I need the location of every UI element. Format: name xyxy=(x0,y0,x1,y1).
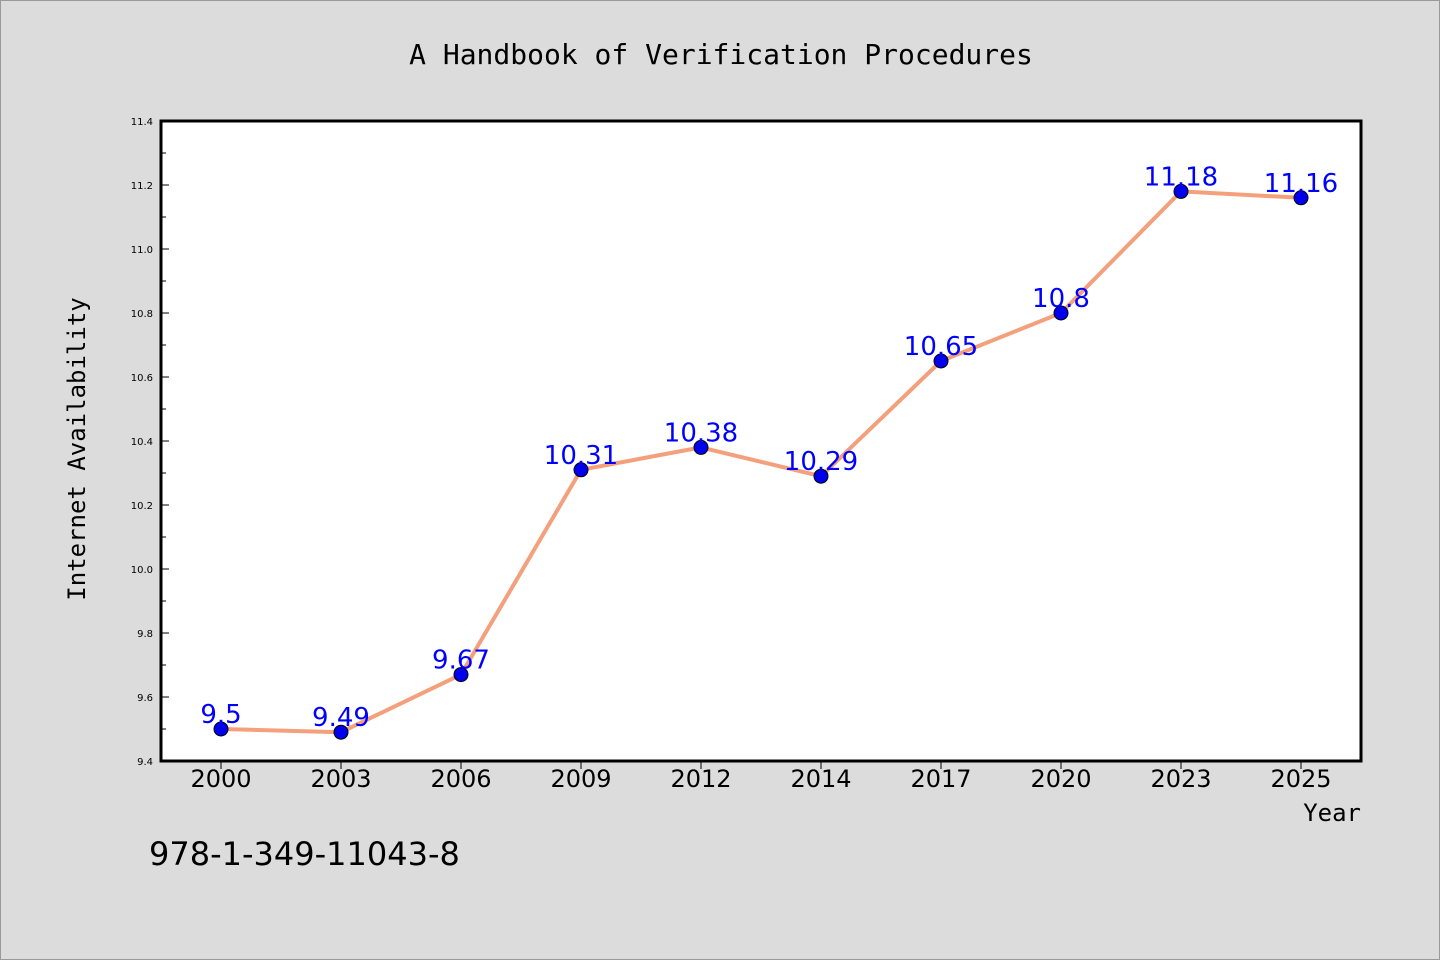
data-label: 11.18 xyxy=(1144,162,1218,192)
data-point xyxy=(693,439,709,455)
y-axis-label: Internet Availability xyxy=(63,297,91,600)
x-tick-label: 2020 xyxy=(1030,765,1091,793)
x-tick-label: 2023 xyxy=(1150,765,1211,793)
data-label: 10.8 xyxy=(1032,284,1090,314)
y-tick-label: 9.6 xyxy=(137,693,153,704)
data-point xyxy=(1173,183,1189,199)
isbn-text: 978-1-349-11043-8 xyxy=(149,835,460,873)
x-tick-label: 2012 xyxy=(670,765,731,793)
series-points-group xyxy=(213,183,1309,740)
data-point xyxy=(1293,190,1309,206)
x-tick-label: 2003 xyxy=(310,765,371,793)
x-tick-label: 2014 xyxy=(790,765,851,793)
data-label: 10.29 xyxy=(784,447,858,477)
x-axis-label: Year xyxy=(1303,799,1361,827)
x-axis: 2000 2003 2006 2009 2012 2014 2017 2020 2023 2025 xyxy=(190,761,1332,793)
x-tick-label: 2009 xyxy=(550,765,611,793)
x-tick-label: 2006 xyxy=(430,765,491,793)
y-tick-label: 11.4 xyxy=(131,117,153,128)
data-labels-group: 9.5 9.49 9.67 10.31 10.38 10.29 10.65 10.8 11.18… xyxy=(200,162,1338,733)
x-tick-label: 2025 xyxy=(1270,765,1331,793)
data-point xyxy=(933,353,949,369)
y-tick-label: 9.8 xyxy=(137,629,153,640)
plot-area xyxy=(159,119,1363,763)
y-axis: 9.4 9.6 9.8 10.0 10.2 10.4 10.6 10.8 11.0 11.2 11.… xyxy=(131,117,169,768)
y-tick-label: 10.8 xyxy=(131,309,153,320)
y-tick-label: 10.2 xyxy=(131,501,153,512)
data-label: 9.5 xyxy=(200,700,241,730)
y-tick-label: 11.2 xyxy=(131,181,153,192)
y-tick-label: 11.0 xyxy=(131,245,153,256)
data-point xyxy=(1053,305,1069,321)
data-point xyxy=(453,667,469,683)
chart-title: A Handbook of Verification Procedures xyxy=(409,38,1033,71)
data-point xyxy=(573,462,589,478)
y-tick-label: 10.0 xyxy=(131,565,153,576)
data-label: 9.49 xyxy=(312,703,370,733)
series-line xyxy=(220,189,1302,735)
data-point xyxy=(333,724,349,740)
y-tick-label: 9.4 xyxy=(137,757,153,768)
y-tick-label: 10.4 xyxy=(131,437,153,448)
data-label: 11.16 xyxy=(1264,169,1338,199)
data-point xyxy=(813,468,829,484)
x-tick-label: 2000 xyxy=(190,765,251,793)
data-label: 9.67 xyxy=(432,646,490,676)
data-label: 10.31 xyxy=(544,441,618,471)
series-line-group xyxy=(220,189,1302,735)
y-tick-label: 10.6 xyxy=(131,373,153,384)
data-label: 10.38 xyxy=(664,418,738,448)
data-point xyxy=(213,721,229,737)
x-tick-label: 2017 xyxy=(910,765,971,793)
data-label: 10.65 xyxy=(904,332,978,362)
